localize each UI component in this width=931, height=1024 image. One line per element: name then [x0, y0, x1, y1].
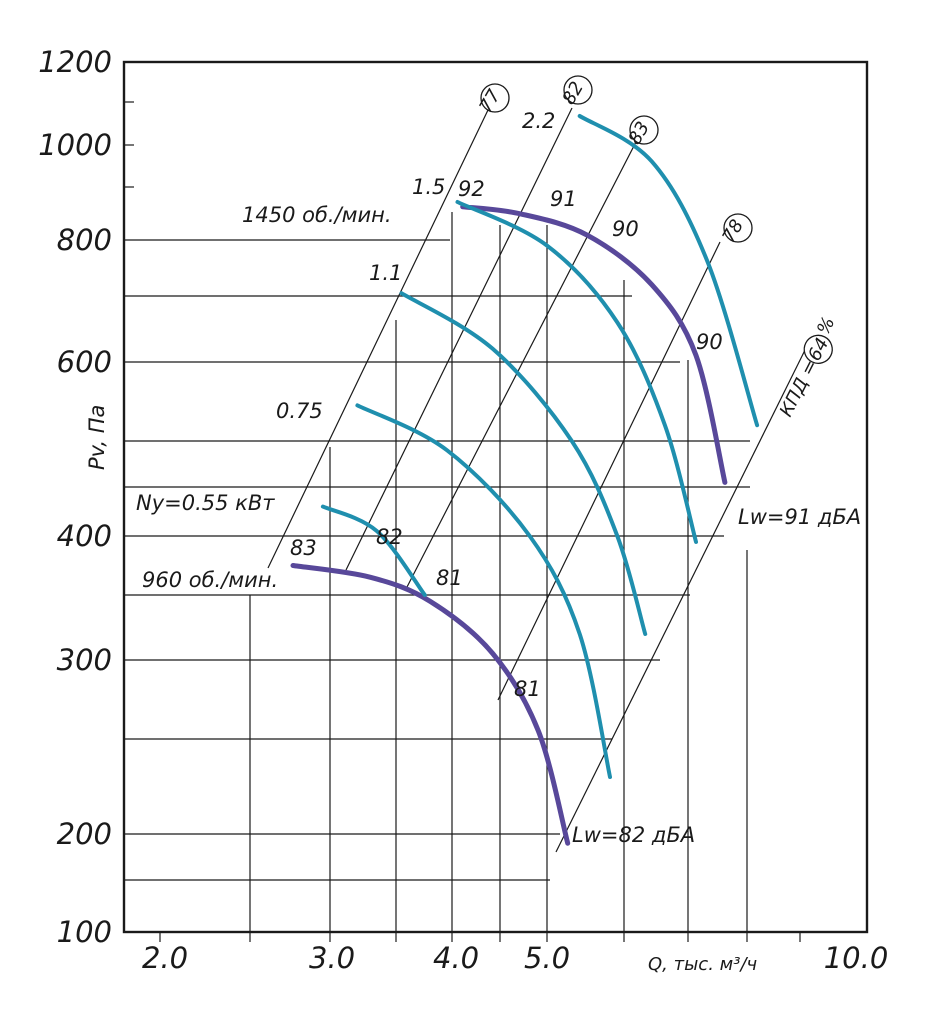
x-tick-label: 3.0 [309, 941, 355, 975]
x-tick-label: 4.0 [433, 941, 479, 975]
series-line-4 [399, 291, 648, 636]
series-line-1 [290, 563, 571, 846]
x-tick-label: 10.0 [824, 941, 889, 975]
power-label-055: Ny=0.55 кВт [136, 491, 275, 515]
efficiency-badge-77: 77 [475, 83, 510, 116]
y-tick-label: 300 [57, 643, 112, 677]
performance-curves [290, 114, 760, 846]
power-label-11: 1.1 [369, 261, 402, 285]
x-axis-labels: 2.0 3.0 4.0 5.0 10.0 [142, 941, 888, 975]
y-tick-label: 100 [57, 915, 112, 949]
noise-label-lw82: Lw=82 дБА [572, 823, 695, 847]
y-axis-ticks [124, 101, 134, 188]
efficiency-label-kpd: КПД = 64 % [776, 313, 840, 420]
y-tick-label: 400 [57, 519, 112, 553]
efficiency-line-77 [267, 109, 489, 569]
series-line-5 [355, 403, 612, 779]
y-tick-label: 600 [57, 345, 112, 379]
y-tick-label: 1000 [38, 128, 112, 162]
efficiency-badge-82: 82 [558, 75, 593, 108]
vertical-grid [249, 212, 748, 932]
noise-label: 81 [436, 566, 463, 590]
power-label-075: 0.75 [276, 399, 323, 423]
series-line-0 [460, 204, 728, 485]
noise-label-lw91: Lw=91 дБА [738, 505, 861, 529]
series-line-2 [577, 114, 760, 428]
noise-label: 81 [514, 677, 541, 701]
slanted-reference-lines [267, 107, 811, 853]
series-line-3 [455, 200, 698, 544]
speed-label-960: 960 об./мин. [142, 568, 278, 592]
x-axis-title: Q, тыс. м³/ч [648, 954, 757, 975]
noise-label: 90 [696, 330, 723, 354]
noise-label: 91 [550, 187, 577, 211]
percent-sign: % [813, 313, 839, 338]
horizontal-grid [124, 239, 750, 881]
noise-label: 90 [612, 217, 639, 241]
series-line-6 [320, 504, 427, 597]
power-label-15: 1.5 [412, 175, 445, 199]
x-tick-label: 5.0 [524, 941, 570, 975]
y-tick-label: 800 [57, 223, 112, 257]
efficiency-line-82 [345, 107, 573, 571]
plot-frame [122, 60, 869, 934]
y-tick-label: 200 [57, 817, 112, 851]
x-axis-ticks [159, 932, 801, 942]
kpd-text: КПД = [776, 356, 822, 420]
efficiency-line-83 [406, 137, 639, 588]
x-tick-label: 2.0 [142, 941, 188, 975]
y-axis-title: Pv, Па [85, 405, 109, 470]
efficiency-badge-78: 78 [718, 213, 753, 246]
power-label-22: 2.2 [522, 109, 555, 133]
noise-label: 83 [290, 536, 317, 560]
efficiency-line-64 [555, 339, 811, 853]
speed-label-1450: 1450 об./мин. [242, 203, 392, 227]
efficiency-line-78 [497, 241, 721, 701]
noise-label: 92 [458, 177, 485, 201]
y-axis-labels: 1200 1000 800 600 400 300 200 100 [38, 45, 112, 949]
noise-label: 82 [376, 525, 403, 549]
y-tick-label: 1200 [38, 45, 112, 79]
